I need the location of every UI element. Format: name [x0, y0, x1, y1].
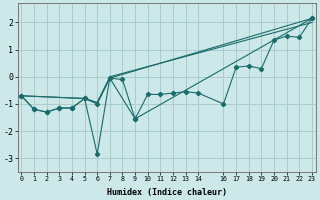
X-axis label: Humidex (Indice chaleur): Humidex (Indice chaleur) — [107, 188, 227, 197]
